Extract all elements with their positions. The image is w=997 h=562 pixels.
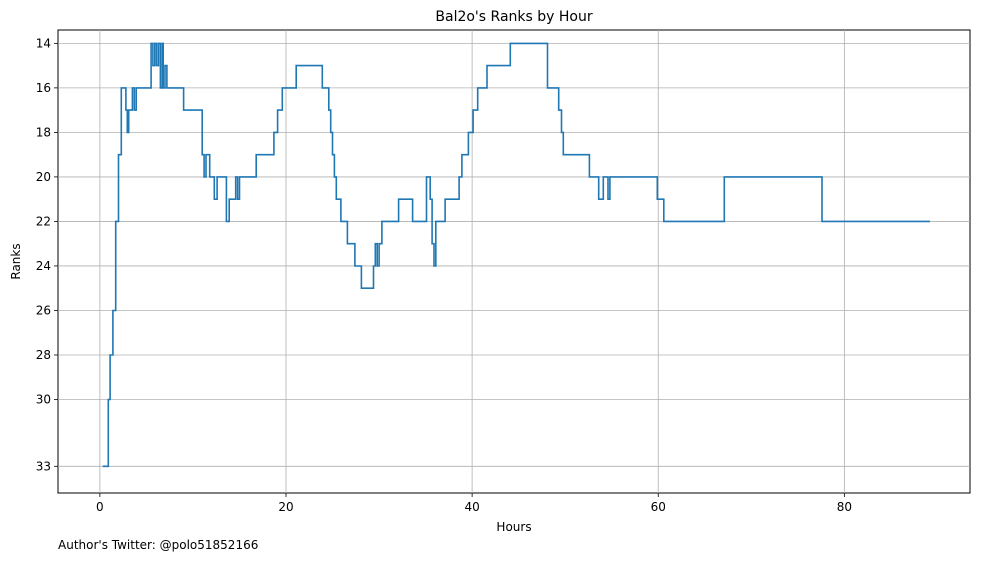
x-axis-ticks: 0 20 40 60 80 bbox=[96, 493, 852, 514]
chart-title: Bal2o's Ranks by Hour bbox=[435, 9, 592, 25]
grid-lines bbox=[58, 30, 970, 493]
y-tick-label: 20 bbox=[36, 170, 51, 184]
x-tick-label: 60 bbox=[651, 500, 666, 514]
x-axis-title: Hours bbox=[496, 520, 531, 534]
plot-area bbox=[57, 29, 971, 494]
y-tick-label: 14 bbox=[36, 36, 51, 50]
y-axis-title: Ranks bbox=[9, 243, 23, 279]
rank-series-line bbox=[102, 42, 930, 468]
y-tick-label: 22 bbox=[36, 214, 51, 228]
x-tick-label: 40 bbox=[464, 500, 479, 514]
y-tick-label: 16 bbox=[36, 81, 51, 95]
y-tick-label: 24 bbox=[36, 259, 51, 273]
x-tick-label: 0 bbox=[96, 500, 104, 514]
y-tick-label: 33 bbox=[36, 459, 51, 473]
x-tick-label: 20 bbox=[278, 500, 293, 514]
y-tick-label: 26 bbox=[36, 303, 51, 317]
author-twitter-note: Author's Twitter: @polo51852166 bbox=[58, 538, 259, 552]
series-layer bbox=[102, 42, 930, 468]
x-tick-label: 80 bbox=[837, 500, 852, 514]
y-axis-ticks: 14 16 18 20 22 24 26 28 30 33 bbox=[36, 36, 58, 473]
y-tick-label: 18 bbox=[36, 125, 51, 139]
y-tick-label: 28 bbox=[36, 348, 51, 362]
y-tick-label: 30 bbox=[36, 393, 51, 407]
